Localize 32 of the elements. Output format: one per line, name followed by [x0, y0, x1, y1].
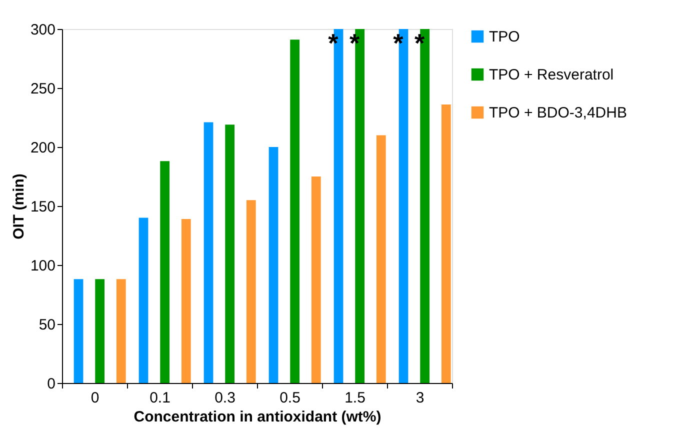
- x-tick-label: 0.3: [214, 390, 236, 406]
- x-tick-label: 0.1: [150, 390, 170, 406]
- bar: [138, 218, 148, 383]
- y-tick-label: 0: [47, 376, 56, 392]
- bar: [74, 279, 84, 383]
- y-tick-label: 300: [30, 22, 56, 38]
- x-tick-label: 3: [416, 390, 424, 406]
- y-tick-label: 50: [38, 316, 56, 334]
- bar: [441, 104, 451, 383]
- legend-label: TPO + Resveratrol: [489, 66, 614, 84]
- bar: [246, 200, 256, 383]
- y-tick-label: 250: [30, 80, 56, 98]
- x-tick-label: 0.5: [280, 390, 300, 406]
- bar: [268, 147, 278, 383]
- bar: [160, 161, 170, 383]
- y-tick-label: 200: [30, 140, 56, 156]
- y-tick-label: 100: [30, 258, 56, 274]
- x-axis-title: Concentration in antioxidant (wt%): [134, 408, 382, 426]
- x-tick-label: 1.5: [344, 390, 366, 406]
- x-tick-label: 0: [90, 390, 100, 406]
- bar: [204, 122, 214, 383]
- bar: [181, 218, 191, 383]
- bar: [290, 40, 300, 383]
- bar: [95, 279, 105, 383]
- bar: [225, 124, 235, 383]
- legend-label: TPO: [489, 28, 520, 46]
- y-axis-title: OIT (min): [10, 174, 28, 240]
- bar: [116, 279, 126, 383]
- bar: [311, 176, 321, 383]
- legend-label: TPO + BDO-3,4DHB: [489, 104, 627, 122]
- bar: [376, 135, 386, 383]
- y-tick-label: 150: [30, 198, 56, 216]
